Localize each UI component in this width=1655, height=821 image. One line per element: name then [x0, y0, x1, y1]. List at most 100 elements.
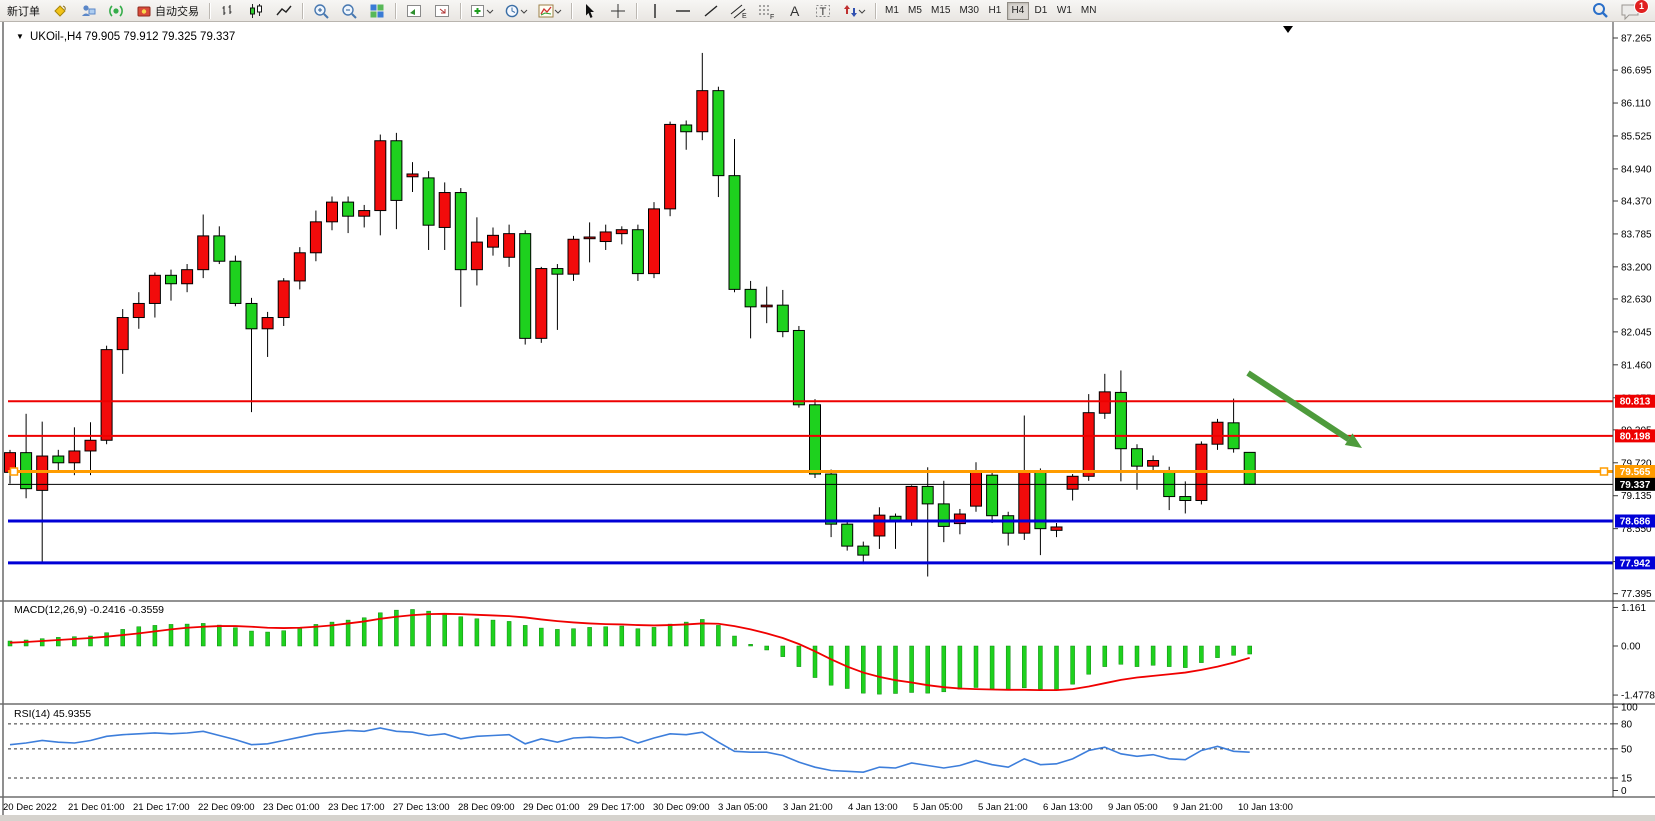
trend-arrow-head[interactable]	[1344, 433, 1362, 448]
horizontal-line-tool-icon[interactable]	[670, 0, 696, 21]
candlestick	[197, 235, 210, 271]
auto-trading-button[interactable]: 自动交易	[131, 1, 204, 20]
macd-histogram-bar	[603, 626, 608, 647]
macd-histogram-bar	[56, 637, 61, 647]
price-axis-tick-label: 84.370	[1621, 196, 1652, 207]
timeframe-button-M15[interactable]: M15	[927, 2, 954, 20]
rsi-axis-tick-label: 0	[1621, 786, 1627, 797]
new-chart-icon[interactable]	[466, 0, 498, 21]
timeframe-button-MN[interactable]: MN	[1077, 2, 1101, 20]
macd-histogram-bar	[104, 632, 109, 647]
indicators-icon[interactable]	[534, 0, 566, 21]
macd-histogram-bar	[764, 645, 769, 651]
date-axis-label: 5 Jan 05:00	[913, 802, 963, 813]
chart-shift-marker[interactable]	[1283, 26, 1293, 33]
macd-histogram-bar	[458, 616, 464, 647]
candlestick	[728, 175, 741, 290]
text-tool-icon[interactable]: A	[782, 0, 808, 21]
macd-histogram-bar	[200, 623, 206, 647]
signal-broadcast-icon[interactable]	[103, 0, 129, 21]
trendline-tool-icon[interactable]	[698, 0, 724, 21]
line-selection-handle[interactable]	[1599, 467, 1609, 476]
macd-histogram-bar	[1054, 645, 1059, 691]
candlestick	[293, 252, 306, 282]
period-clock-icon[interactable]	[500, 0, 532, 21]
zoom-out-icon[interactable]	[336, 0, 362, 21]
new-order-button[interactable]: 新订单	[2, 1, 45, 20]
candlestick	[841, 523, 854, 547]
auto-scroll-icon[interactable]	[401, 0, 427, 21]
price-axis-tick-label: 77.395	[1621, 589, 1652, 600]
toolbar-separator	[571, 2, 572, 19]
candlestick	[551, 268, 564, 275]
macd-histogram-bar	[828, 645, 834, 686]
candlestick	[696, 90, 709, 133]
candlestick	[454, 192, 467, 271]
notification-badge: 1	[1634, 0, 1649, 14]
candlestick	[1131, 448, 1143, 467]
candlestick	[535, 268, 548, 339]
arrows-tool-icon[interactable]	[838, 0, 870, 21]
crosshair-icon[interactable]	[605, 0, 631, 21]
date-axis-label: 9 Jan 05:00	[1108, 802, 1158, 813]
macd-histogram-bar	[893, 645, 898, 694]
fibonacci-tool-icon[interactable]: F	[754, 0, 780, 21]
price-line-label-box	[1615, 477, 1655, 491]
cursor-icon[interactable]	[577, 0, 603, 21]
auto-trading-label: 自动交易	[155, 5, 199, 18]
timeframe-button-M5[interactable]: M5	[904, 2, 926, 20]
timeframe-button-H1[interactable]: H1	[984, 2, 1006, 20]
macd-histogram-bar	[700, 619, 705, 647]
chart-shift-icon[interactable]	[429, 0, 455, 21]
price-line-label: 78.686	[1620, 516, 1651, 527]
line-chart-type-icon[interactable]	[271, 0, 297, 21]
timeframe-button-D1[interactable]: D1	[1030, 2, 1052, 20]
paint-bucket-icon[interactable]	[47, 0, 73, 21]
toolbar-separator	[875, 2, 876, 19]
price-axis-tick-label: 82.045	[1621, 327, 1652, 338]
timeframe-button-M30[interactable]: M30	[955, 2, 982, 20]
macd-histogram-bar	[1118, 645, 1124, 665]
chat-button[interactable]: 1	[1619, 0, 1649, 21]
candlestick	[1179, 496, 1192, 502]
terminal-user-icon[interactable]	[75, 0, 101, 21]
text-label-tool-icon[interactable]: T	[810, 0, 836, 21]
candlestick	[680, 124, 693, 133]
equidistant-channel-tool-icon[interactable]: E	[726, 0, 752, 21]
date-axis-label: 20 Dec 2022	[3, 802, 57, 813]
macd-histogram-bar	[555, 629, 560, 647]
macd-histogram-bar	[329, 621, 335, 647]
candlestick-chart-type-icon[interactable]	[243, 0, 269, 21]
trend-arrow[interactable]	[1246, 370, 1351, 442]
line-selection-handle[interactable]	[9, 467, 19, 476]
candlestick	[181, 269, 194, 285]
candlestick	[986, 474, 999, 517]
bar-chart-type-icon[interactable]	[215, 0, 241, 21]
candlestick	[229, 260, 242, 304]
candlestick	[873, 514, 886, 537]
candlestick	[84, 439, 97, 452]
vertical-line-tool-icon[interactable]	[642, 0, 668, 21]
timeframe-button-H4[interactable]: H4	[1006, 1, 1029, 20]
timeframe-button-M1[interactable]: M1	[881, 2, 903, 20]
candlestick	[1243, 451, 1256, 485]
macd-histogram-bar	[1102, 645, 1108, 667]
macd-histogram-bar	[539, 627, 544, 647]
macd-histogram-bar	[1038, 645, 1043, 690]
svg-text:E: E	[742, 13, 747, 20]
macd-histogram-bar	[861, 645, 866, 694]
macd-histogram-bar	[23, 639, 29, 647]
candlestick	[100, 349, 113, 441]
date-axis-label: 21 Dec 17:00	[133, 802, 190, 813]
candlestick	[857, 545, 870, 556]
search-icon[interactable]	[1587, 0, 1613, 21]
price-line-label: 79.337	[1620, 480, 1651, 491]
tile-windows-icon[interactable]	[364, 0, 390, 21]
zoom-in-icon[interactable]	[308, 0, 334, 21]
candlestick	[438, 192, 451, 228]
candlestick	[213, 235, 226, 262]
svg-text:A: A	[790, 3, 800, 19]
timeframe-button-W1[interactable]: W1	[1053, 2, 1076, 20]
macd-histogram-bar	[265, 631, 270, 647]
